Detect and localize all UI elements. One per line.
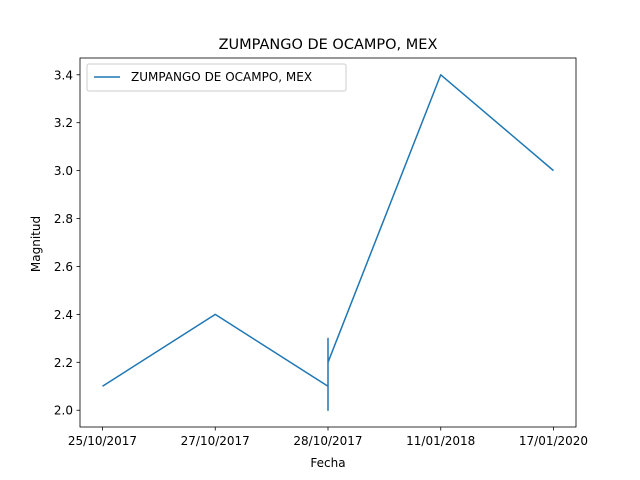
legend: ZUMPANGO DE OCAMPO, MEX	[86, 63, 347, 92]
y-tick-label: 3.2	[54, 116, 73, 130]
y-tick-label: 3.0	[54, 164, 73, 178]
y-axis-label: Magnitud	[29, 216, 43, 272]
x-tick-label: 27/10/2017	[181, 434, 250, 448]
x-tick-label: 28/10/2017	[293, 434, 362, 448]
y-tick-label: 3.4	[54, 68, 73, 82]
series-line	[102, 74, 554, 411]
plot-frame	[79, 57, 577, 428]
legend-entry-label: ZUMPANGO DE OCAMPO, MEX	[131, 70, 312, 84]
y-tick-label: 2.2	[54, 356, 73, 370]
legend-box	[86, 63, 347, 92]
y-tick-label: 2.8	[54, 212, 73, 226]
x-axis-label: Fecha	[310, 456, 345, 470]
y-tick-label: 2.6	[54, 260, 73, 274]
y-tick-label: 2.4	[54, 308, 73, 322]
x-tick-label: 25/10/2017	[68, 434, 137, 448]
y-tick-label: 2.0	[54, 404, 73, 418]
chart-title: ZUMPANGO DE OCAMPO, MEX	[219, 37, 438, 53]
x-tick-label: 11/01/2018	[406, 434, 475, 448]
x-tick-label: 17/01/2020	[519, 434, 588, 448]
